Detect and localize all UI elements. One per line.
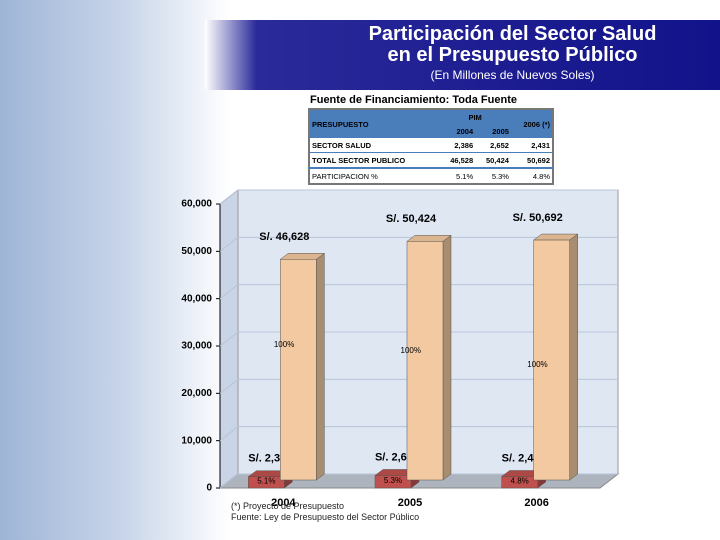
x-tick-label: 2004 <box>271 497 296 509</box>
title: en el Presupuesto Público <box>387 44 638 66</box>
cell: 2,386 <box>454 140 474 150</box>
bar-top <box>279 253 326 260</box>
grid-line <box>219 284 618 300</box>
grid-line <box>219 378 618 394</box>
share-label: 4.8% <box>511 476 529 485</box>
footnotes: (*) Proyecto de Presupuesto Fuente: Ley … <box>231 501 421 523</box>
cell: 50,424 <box>475 152 511 168</box>
table-row: TOTAL SECTOR PUBLICO 46,528 50,424 50,692 <box>309 152 553 168</box>
cell: 5.3% <box>475 167 511 184</box>
table-header: PRESUPUESTO PIM 2006 (*) <box>309 109 553 138</box>
bar <box>501 476 538 489</box>
subtitle: (En Millones de Nuevos Soles) <box>430 68 595 82</box>
bar <box>374 475 412 489</box>
header-cell: 2005 <box>475 124 511 138</box>
footnote: Fuente: Ley de Presupuesto del Sector Pú… <box>231 512 420 522</box>
cell: TOTAL SECTOR PUBLICO <box>309 152 440 168</box>
cell: 5.1% <box>439 167 476 184</box>
grid-line <box>219 426 618 442</box>
grid-line <box>219 331 618 347</box>
table-row: PARTICIPACION % 5.1% 5.3% 4.8% <box>309 167 553 184</box>
cell: 4.8% <box>510 167 553 184</box>
title-banner: Participación del Sector Salud en el Pre… <box>205 20 720 90</box>
cell: 2,652 <box>490 140 509 150</box>
cell: 2,431 <box>531 140 550 150</box>
grid-line <box>219 473 618 489</box>
value-label: S/. 50,692 <box>513 212 563 224</box>
y-tick-label: 40,000 <box>181 293 212 304</box>
share-label: 100% <box>401 346 421 355</box>
x-tick-label: 2005 <box>398 497 422 509</box>
y-tick-label: 20,000 <box>181 388 212 399</box>
bar-side <box>569 233 578 481</box>
value-label: S/. 46,628 <box>259 231 309 243</box>
photo-panel <box>0 0 230 540</box>
y-tick-label: 30,000 <box>181 341 212 352</box>
y-tick-label: 60,000 <box>181 199 212 210</box>
y-tick-label: 10,000 <box>181 435 212 446</box>
y-tick-label: 50,000 <box>181 246 212 257</box>
header-cell: PIM <box>439 109 511 124</box>
share-label: 5.3% <box>384 476 402 485</box>
header-cell: PRESUPUESTO <box>309 109 440 138</box>
table-row: SECTOR SALUD 2,386 2,652 2,431 <box>309 138 553 153</box>
bar-side <box>442 234 452 481</box>
value-label: S/. 50,424 <box>386 213 437 225</box>
grid-line <box>219 189 618 205</box>
share-label: 100% <box>274 340 294 349</box>
cell: SECTOR SALUD <box>312 140 372 150</box>
bar <box>280 259 317 481</box>
bar <box>533 239 570 481</box>
bar <box>406 241 444 481</box>
cell: PARTICIPACION % <box>309 167 440 184</box>
footnote: (*) Proyecto de Presupuesto <box>231 501 345 511</box>
bar <box>248 476 285 489</box>
y-tick-label: 0 <box>206 483 212 494</box>
grid-line <box>219 236 618 252</box>
x-tick-label: 2006 <box>524 497 548 509</box>
bar-top <box>406 235 452 242</box>
bar-side <box>316 252 325 481</box>
share-label: 100% <box>527 360 547 369</box>
bar-top <box>532 233 579 241</box>
source-heading: Fuente de Financiamiento: Toda Fuente <box>310 94 517 106</box>
data-table: PRESUPUESTO PIM 2006 (*) 2004 2005 SECTO… <box>308 108 554 185</box>
table-header: 2004 2005 <box>309 124 553 138</box>
header-cell: 2004 <box>439 124 476 138</box>
title: Participación del Sector Salud <box>368 23 657 45</box>
share-label: 5.1% <box>257 476 275 485</box>
cell: 50,692 <box>510 152 553 168</box>
cell: 46,528 <box>439 152 476 168</box>
header-cell: 2006 (*) <box>510 109 553 138</box>
